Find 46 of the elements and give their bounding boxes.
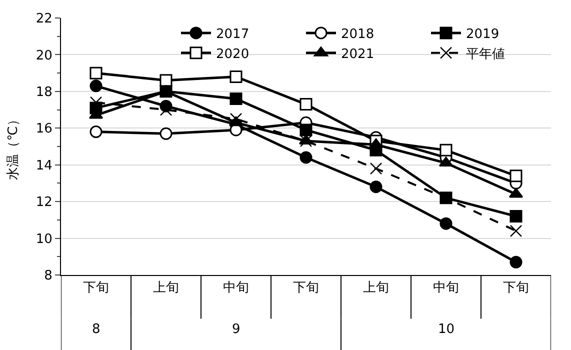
legend-label: 2019 [466, 27, 500, 42]
point [300, 124, 312, 136]
point [440, 144, 452, 156]
legend-label: 2017 [216, 27, 250, 42]
y-tick-label: 22 [36, 12, 52, 27]
point [230, 70, 242, 83]
point [90, 80, 102, 92]
y-tick-label: 10 [36, 232, 52, 247]
point [510, 170, 522, 182]
point [440, 217, 452, 230]
legend-label: 2018 [341, 27, 374, 42]
point [160, 127, 172, 140]
text: 8 [92, 322, 100, 337]
y-tick-label: 12 [36, 195, 52, 210]
x-tick-label: 下旬 [503, 280, 529, 296]
point [90, 126, 102, 138]
point [438, 156, 454, 167]
legend-label: 2020 [216, 46, 250, 62]
point [510, 210, 522, 223]
y-tick-label: 20 [36, 48, 52, 64]
point [370, 180, 382, 194]
point [368, 138, 384, 148]
x-tick-label: 中旬 [223, 280, 249, 296]
legend-label: 2021 [341, 46, 374, 62]
x-tick-label: 下旬 [293, 280, 319, 296]
point [160, 74, 172, 87]
text: 9 [232, 322, 240, 337]
point [508, 188, 524, 198]
point [300, 151, 312, 164]
point [510, 224, 522, 238]
y-tick-label: 16 [36, 122, 52, 137]
y-tick-label: 14 [36, 158, 52, 174]
x-tick-label: 上旬 [363, 280, 389, 296]
legend-label: 平年値 [466, 46, 505, 62]
x-tick-label: 中旬 [433, 280, 459, 296]
point [300, 98, 312, 111]
x-tick-label: 上旬 [153, 280, 179, 296]
y-tick-label: 8 [44, 268, 52, 284]
text: 10 [438, 322, 455, 337]
point [90, 66, 102, 80]
point [230, 92, 242, 106]
point [510, 256, 522, 268]
y-axis-title: 水温（℃） [6, 113, 21, 180]
y-tick-label: 18 [36, 84, 52, 100]
x-tick-label: 下旬 [83, 280, 109, 296]
point [370, 162, 382, 175]
